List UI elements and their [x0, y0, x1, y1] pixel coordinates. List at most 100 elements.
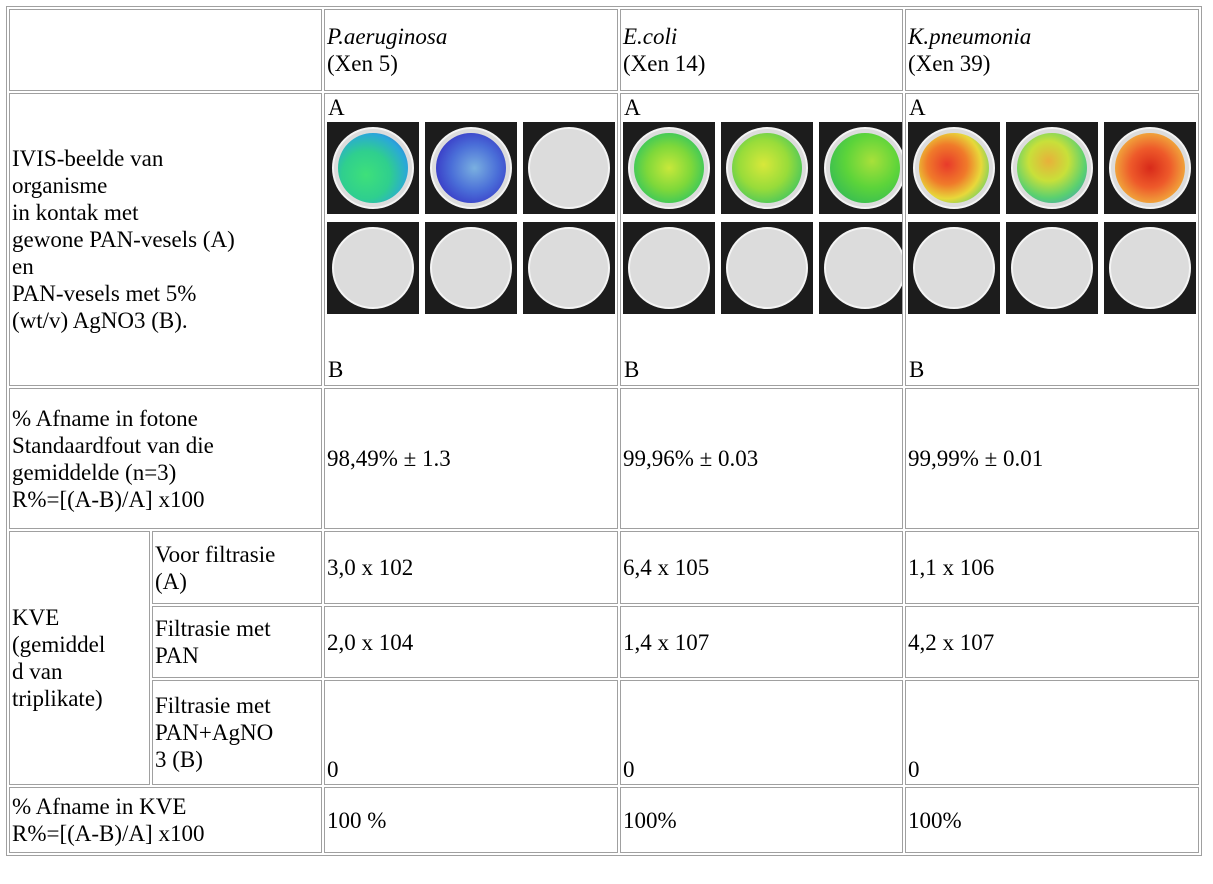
petri-dish: [528, 127, 610, 209]
kve-label-cell: KVE (gemiddel d van triplikate): [9, 531, 150, 785]
kve-sub-line: (A): [155, 568, 187, 594]
organism-strain: (Xen 14): [623, 51, 706, 76]
plate-image: [819, 122, 902, 214]
reduction-label-line: R%=[(A-B)/A] x100: [12, 821, 205, 846]
plate-image: [623, 222, 715, 314]
header-organism-3: K.pneumonia (Xen 39): [905, 9, 1199, 91]
photons-label-cell: % Afname in fotone Standaardfout van die…: [9, 388, 322, 529]
plate-image: [1006, 222, 1098, 314]
organism-name: K.pneumonia: [908, 24, 1032, 49]
ivis-label-cell: IVIS-beelde van organisme in kontak met …: [9, 93, 322, 386]
photons-value-3: 99,99% ± 0.01: [905, 388, 1199, 529]
kve-sub-label: Filtrasie met PAN+AgNO 3 (B): [152, 680, 322, 785]
petri-dish: [430, 127, 512, 209]
ivis-label-line: PAN-vesels met 5%: [12, 281, 197, 306]
plate-image: [908, 222, 1000, 314]
reduction-value: 100%: [620, 787, 903, 853]
kve-value: 0: [324, 680, 618, 785]
reduction-label-line: % Afname in KVE: [12, 794, 187, 819]
plate-image: [819, 222, 902, 314]
plate-image: [1104, 122, 1196, 214]
ivis-image-cell-3: A B: [905, 93, 1199, 386]
kve-value: 1,4 x 107: [620, 606, 903, 678]
ivis-label-line: gewone PAN-vesels (A): [12, 227, 235, 252]
kve-row-1: KVE (gemiddel d van triplikate) Voor fil…: [9, 531, 1199, 785]
kve-sub-line: Filtrasie met: [155, 693, 271, 718]
petri-dish: [1011, 127, 1093, 209]
kve-sub-line: Voor filtrasie: [155, 541, 276, 567]
petri-dish: [528, 227, 610, 309]
petri-dish: [332, 227, 414, 309]
kve-label-line: d van: [12, 659, 63, 684]
luminescence-glow: [1017, 133, 1087, 203]
kve-value: 3,0 x 102: [324, 531, 618, 604]
ivis-label-line: en: [12, 254, 34, 279]
kve-value: 0: [905, 680, 1199, 785]
ivis-image-grid: [327, 122, 615, 314]
ivis-label-line: (wt/v) AgNO3 (B).: [12, 308, 188, 333]
ivis-label-line: IVIS-beelde van: [12, 146, 164, 171]
luminescence-glow: [436, 133, 506, 203]
luminescence-glow: [919, 133, 989, 203]
plate-image: [721, 222, 813, 314]
header-organism-2: E.coli (Xen 14): [620, 9, 903, 91]
plate-image: [327, 122, 419, 214]
ivis-label-line: in kontak met: [12, 200, 139, 225]
kve-value: 0: [620, 680, 903, 785]
luminescence-glow: [338, 133, 408, 203]
image-label-a: A: [624, 95, 641, 120]
organism-strain: (Xen 39): [908, 51, 991, 76]
plate-image: [425, 122, 517, 214]
kve-sub-line: Filtrasie met: [155, 616, 271, 641]
photons-label-line: Standaardfout van die: [12, 432, 214, 458]
image-label-b: B: [909, 357, 925, 382]
petri-dish: [1109, 127, 1191, 209]
reduction-value: 100 %: [324, 787, 618, 853]
petri-dish: [824, 127, 902, 209]
reduction-row: % Afname in KVE R%=[(A-B)/A] x100 100 % …: [9, 787, 1199, 853]
photons-row: % Afname in fotone Standaardfout van die…: [9, 388, 1199, 529]
ivis-image-grid: [908, 122, 1196, 314]
ivis-image-grid: [623, 122, 902, 314]
header-organism-1: P.aeruginosa (Xen 5): [324, 9, 618, 91]
kve-label-line: (gemiddel: [12, 632, 106, 657]
petri-dish: [1109, 227, 1191, 309]
petri-dish: [628, 227, 710, 309]
results-table: P.aeruginosa (Xen 5) E.coli (Xen 14) K.pne…: [6, 6, 1202, 856]
plate-image: [523, 222, 615, 314]
petri-dish: [726, 127, 808, 209]
image-label-a: A: [328, 95, 345, 120]
kve-sub-line: 3 (B): [155, 747, 203, 772]
kve-row-2: Filtrasie met PAN 2,0 x 104 1,4 x 107 4,2…: [9, 606, 1199, 678]
plate-image: [1006, 122, 1098, 214]
photons-value-2: 99,96% ± 0.03: [620, 388, 903, 529]
plate-image: [721, 122, 813, 214]
luminescence-glow: [732, 133, 802, 203]
plate-image: [327, 222, 419, 314]
plate-image: [623, 122, 715, 214]
organism-name: E.coli: [623, 24, 678, 49]
organism-strain: (Xen 5): [327, 51, 398, 76]
ivis-row: IVIS-beelde van organisme in kontak met …: [9, 93, 1199, 386]
plate-image: [908, 122, 1000, 214]
luminescence-glow: [634, 133, 704, 203]
kve-sub-line: PAN+AgNO: [155, 720, 274, 745]
header-row: P.aeruginosa (Xen 5) E.coli (Xen 14) K.pne…: [9, 9, 1199, 91]
petri-dish: [332, 127, 414, 209]
plate-image: [523, 122, 615, 214]
luminescence-glow: [830, 133, 900, 203]
petri-dish: [1011, 227, 1093, 309]
kve-value: 6,4 x 105: [620, 531, 903, 604]
kve-label-line: KVE: [12, 605, 60, 630]
petri-dish: [628, 127, 710, 209]
image-label-b: B: [328, 357, 344, 382]
plate-image: [425, 222, 517, 314]
image-label-b: B: [624, 357, 640, 382]
kve-sub-label: Filtrasie met PAN: [152, 606, 322, 678]
reduction-value: 100%: [905, 787, 1199, 853]
photons-label-line: gemiddelde (n=3): [12, 459, 177, 485]
kve-value: 4,2 x 107: [905, 606, 1199, 678]
petri-dish: [913, 127, 995, 209]
petri-dish: [726, 227, 808, 309]
kve-value: 1,1 x 106: [905, 531, 1199, 604]
